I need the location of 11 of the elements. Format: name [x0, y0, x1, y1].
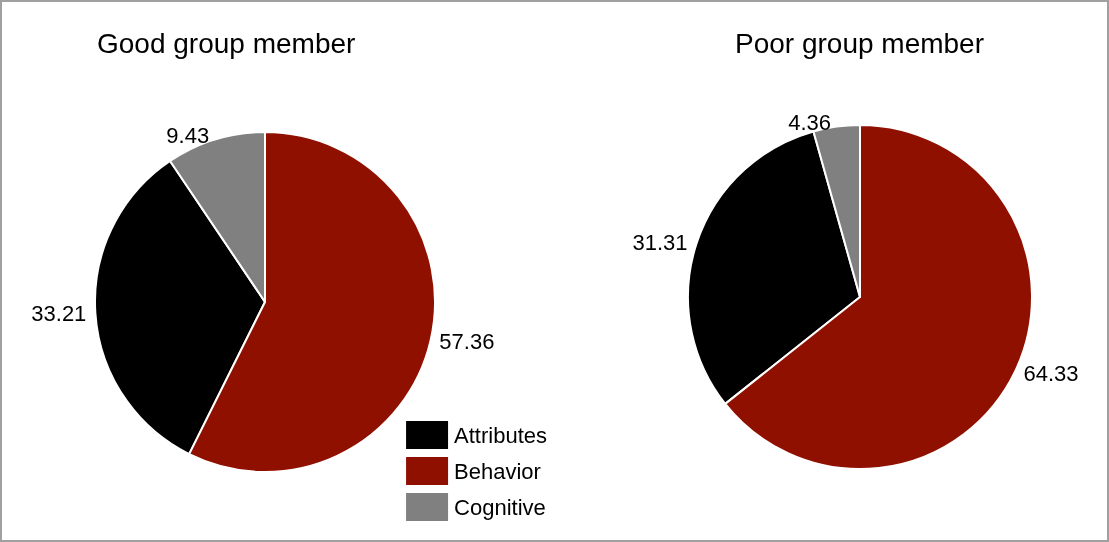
legend-label: Attributes — [454, 422, 548, 448]
data-label: 33.21 — [31, 300, 87, 326]
data-label: 9.43 — [166, 123, 210, 149]
legend-label: Behavior — [454, 458, 541, 484]
data-label: 57.36 — [439, 329, 495, 355]
legend-label: Cognitive — [454, 494, 546, 520]
chart-title: Poor group member — [735, 27, 985, 59]
data-label: 4.36 — [788, 110, 831, 136]
chart-title: Good group member — [97, 27, 356, 59]
data-label: 64.33 — [1023, 361, 1079, 387]
data-label: 31.31 — [632, 230, 688, 256]
